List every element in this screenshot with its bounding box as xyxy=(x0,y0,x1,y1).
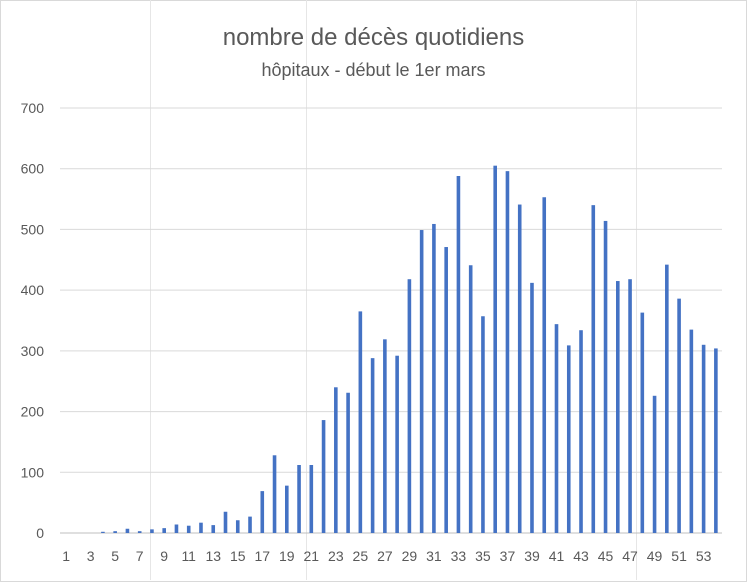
bar-day-11 xyxy=(186,525,191,533)
x-tick-label: 1 xyxy=(62,548,70,564)
bar-day-36 xyxy=(493,165,497,533)
bar-day-22 xyxy=(321,420,326,533)
bar-day-44 xyxy=(591,205,596,533)
x-tick-label: 47 xyxy=(622,548,638,564)
x-tick-label: 39 xyxy=(524,548,540,564)
bar-day-9 xyxy=(162,528,166,533)
x-tick-label: 27 xyxy=(377,548,393,564)
y-tick-label: 600 xyxy=(21,161,45,177)
y-tick-label: 500 xyxy=(21,221,45,237)
y-axis-ticks: 0 100 200 300 400 500 600 700 xyxy=(21,100,45,541)
x-axis-ticks: 1 3 5 7 9 11 13 15 17 19 21 23 25 27 29 31 33 35 37 39 41 43 4… xyxy=(62,548,711,564)
bar-day-24 xyxy=(346,392,350,533)
bar-day-16 xyxy=(248,516,252,533)
bar-day-7 xyxy=(137,531,142,533)
bar-day-30 xyxy=(419,230,424,534)
x-tick-label: 41 xyxy=(549,548,565,564)
bar-day-51 xyxy=(677,298,681,533)
bar-day-19 xyxy=(285,485,289,533)
bar-day-27 xyxy=(383,339,387,533)
y-tick-label: 200 xyxy=(21,404,45,420)
x-tick-label: 37 xyxy=(500,548,516,564)
x-tick-label: 35 xyxy=(475,548,491,564)
bar-day-42 xyxy=(566,345,571,533)
x-tick-label: 21 xyxy=(304,548,320,564)
x-tick-label: 29 xyxy=(402,548,418,564)
bar-day-33 xyxy=(456,176,461,533)
x-tick-label: 13 xyxy=(205,548,221,564)
bar-day-12 xyxy=(199,522,203,533)
bar-day-23 xyxy=(334,387,338,533)
bar-day-18 xyxy=(272,455,277,533)
bar-day-14 xyxy=(223,511,228,533)
x-tick-label: 45 xyxy=(598,548,614,564)
x-tick-label: 3 xyxy=(87,548,95,564)
bar-day-6 xyxy=(125,528,130,533)
x-tick-label: 43 xyxy=(573,548,589,564)
x-tick-label: 53 xyxy=(696,548,712,564)
bar-day-41 xyxy=(554,324,559,533)
x-tick-label: 49 xyxy=(647,548,663,564)
x-tick-label: 5 xyxy=(111,548,119,564)
bar-day-10 xyxy=(174,524,179,533)
bar-day-13 xyxy=(211,525,216,533)
x-tick-label: 15 xyxy=(230,548,246,564)
bar-day-47 xyxy=(628,279,632,533)
bar-day-49 xyxy=(652,395,657,533)
y-tick-label: 700 xyxy=(21,100,45,116)
y-tick-label: 400 xyxy=(21,282,45,298)
x-tick-label: 23 xyxy=(328,548,344,564)
bar-day-43 xyxy=(579,330,583,533)
bar-day-46 xyxy=(616,281,620,533)
bar-day-29 xyxy=(407,279,412,533)
x-tick-label: 11 xyxy=(181,548,196,564)
bar-day-35 xyxy=(481,316,485,533)
gridlines xyxy=(60,107,722,534)
x-tick-label: 25 xyxy=(353,548,369,564)
y-tick-label: 100 xyxy=(21,464,45,480)
bar-day-37 xyxy=(505,171,510,533)
bar-day-5 xyxy=(113,531,117,533)
bar-day-15 xyxy=(235,520,240,533)
bar-day-32 xyxy=(444,247,448,534)
bar-day-45 xyxy=(603,220,608,533)
bar-day-50 xyxy=(665,264,669,533)
x-tick-label: 33 xyxy=(451,548,467,564)
chart-title: nombre de décès quotidiens xyxy=(222,24,525,51)
bar-day-34 xyxy=(468,265,473,533)
bar-day-4 xyxy=(101,531,105,533)
bar-day-39 xyxy=(530,282,534,533)
bar-day-25 xyxy=(358,311,363,533)
bars xyxy=(101,165,718,534)
bar-day-53 xyxy=(701,344,706,533)
x-tick-label: 7 xyxy=(136,548,144,564)
x-tick-label: 9 xyxy=(160,548,168,564)
bar-day-52 xyxy=(689,329,694,533)
bar-day-8 xyxy=(150,529,154,533)
bar-day-20 xyxy=(297,465,301,533)
bar-day-40 xyxy=(542,197,547,533)
x-tick-label: 31 xyxy=(426,548,442,564)
bar-day-28 xyxy=(395,355,399,533)
x-tick-label: 19 xyxy=(279,548,295,564)
y-tick-label: 300 xyxy=(21,343,45,359)
y-tick-label: 0 xyxy=(36,525,44,541)
bar-day-21 xyxy=(309,465,314,533)
x-tick-label: 51 xyxy=(671,548,687,564)
bar-day-26 xyxy=(370,358,375,533)
bar-day-38 xyxy=(517,204,522,534)
chart-subtitle: hôpitaux - début le 1er mars xyxy=(261,60,486,80)
bar-day-54 xyxy=(714,348,718,533)
x-tick-label: 17 xyxy=(254,548,270,564)
bar-day-48 xyxy=(640,312,645,533)
bar-day-17 xyxy=(260,491,265,533)
bar-day-31 xyxy=(432,223,436,533)
